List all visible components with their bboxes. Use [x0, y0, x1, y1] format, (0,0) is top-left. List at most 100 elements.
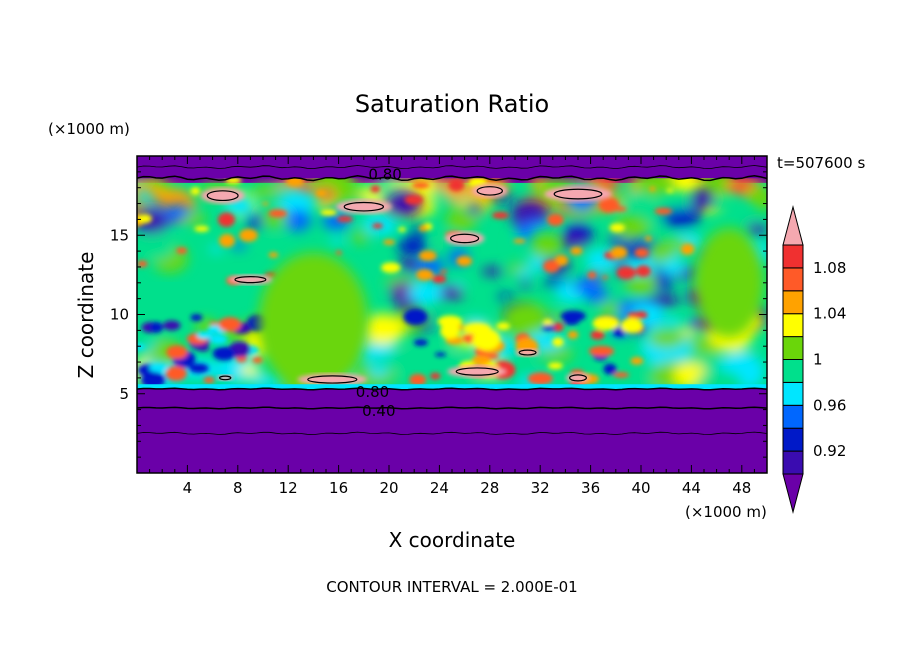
field-blob: [212, 346, 236, 361]
field-blob: [165, 365, 187, 382]
field-blob: [252, 356, 264, 364]
field-blob: [245, 214, 265, 230]
x-tick-label: 36: [581, 479, 600, 497]
y-tick-label: 5: [119, 385, 129, 403]
field-blob: [576, 206, 590, 212]
contour-line: [218, 375, 232, 381]
contour-label: 0.40: [362, 402, 395, 420]
field-blob: [268, 252, 279, 258]
y-unit-label: (×1000 m): [48, 120, 130, 138]
field-blob: [690, 189, 716, 209]
contour-line: [137, 175, 767, 182]
field-blob: [278, 190, 315, 216]
field-blob: [218, 317, 242, 332]
contour-line: [343, 201, 384, 212]
supersaturated-patch: [200, 187, 245, 204]
y-axis-label: Z coordinate: [74, 252, 98, 379]
field-blob: [547, 213, 564, 227]
field-blob: [613, 206, 627, 212]
field-blob: [610, 246, 628, 259]
field-blob: [497, 293, 514, 300]
field-blob: [620, 317, 643, 334]
field-blob: [194, 225, 210, 232]
field-blob: [451, 281, 467, 287]
field-blob: [456, 255, 473, 267]
field-blob: [445, 209, 477, 231]
field-blob: [501, 301, 548, 338]
x-tick-label: 28: [480, 479, 499, 497]
field-blob: [496, 322, 511, 331]
contour-line: [568, 374, 587, 382]
field-blob: [196, 331, 213, 340]
field-blob: [570, 246, 583, 255]
contour-line: [137, 431, 767, 436]
field-blob: [176, 247, 188, 254]
field-blob: [680, 243, 695, 255]
contour-line: [206, 190, 239, 202]
blob-group: [137, 175, 730, 285]
contour-label: 0.80: [368, 166, 401, 184]
colorbar-tick-label: 1.08: [813, 259, 846, 277]
field-blob: [567, 330, 579, 339]
x-tick-label: 12: [279, 479, 298, 497]
colorbar-segment: [782, 336, 804, 361]
field-blob: [398, 227, 406, 232]
field-blob: [147, 202, 163, 210]
field-blob: [418, 250, 437, 262]
field-region: [137, 156, 767, 179]
field-blob: [416, 348, 459, 374]
supersaturated-patch: [544, 186, 612, 203]
field-blob: [189, 363, 209, 373]
field-blob: [563, 317, 580, 326]
colorbar-segment: [782, 267, 804, 292]
colorbar-segment: [782, 359, 804, 383]
field-blob: [519, 279, 532, 288]
field-blob: [217, 212, 236, 227]
field-blob: [370, 185, 381, 193]
field-blob: [547, 362, 563, 370]
field-blob: [661, 258, 686, 276]
field-blob: [166, 345, 188, 360]
field-blob: [413, 339, 428, 347]
field-blob: [491, 211, 509, 220]
field-blob: [616, 266, 636, 280]
colorbar-segment: [782, 290, 804, 315]
field-blob: [694, 227, 765, 338]
field-blob: [283, 208, 312, 232]
field-blob: [481, 267, 505, 276]
x-tick-label: 4: [183, 479, 193, 497]
field-blob: [648, 328, 686, 349]
contour-line: [455, 367, 499, 376]
contour-line: [450, 233, 480, 244]
field-blob: [137, 343, 146, 351]
contour-interval-label: CONTOUR INTERVAL = 2.000E-01: [326, 578, 577, 596]
field-blob: [418, 224, 428, 232]
field-blob: [162, 320, 181, 331]
field-blob: [209, 321, 219, 326]
field-blob: [258, 252, 369, 393]
chart-title: Saturation Ratio: [355, 90, 549, 118]
field-blob: [713, 216, 743, 230]
field-blob: [404, 194, 423, 205]
field-blob: [574, 276, 601, 295]
x-axis-label: X coordinate: [389, 528, 516, 552]
field-blob: [472, 329, 501, 351]
field-blob: [262, 202, 270, 206]
field-blob: [746, 222, 767, 235]
field-blob: [336, 215, 354, 223]
field-blob: [634, 247, 649, 258]
contour-lines: [137, 165, 767, 436]
field-blob: [556, 232, 589, 250]
field-blob: [542, 324, 556, 331]
field-region: [137, 384, 767, 389]
colorbar-segment: [782, 450, 804, 475]
field-blob: [231, 241, 247, 250]
colorbar-segment: [782, 313, 804, 338]
field-blob: [666, 188, 674, 193]
field-blob: [635, 265, 651, 277]
colorbar-segment: [782, 427, 804, 452]
field-blob: [471, 355, 492, 365]
field-blob: [630, 357, 644, 365]
contour-line: [476, 186, 503, 196]
